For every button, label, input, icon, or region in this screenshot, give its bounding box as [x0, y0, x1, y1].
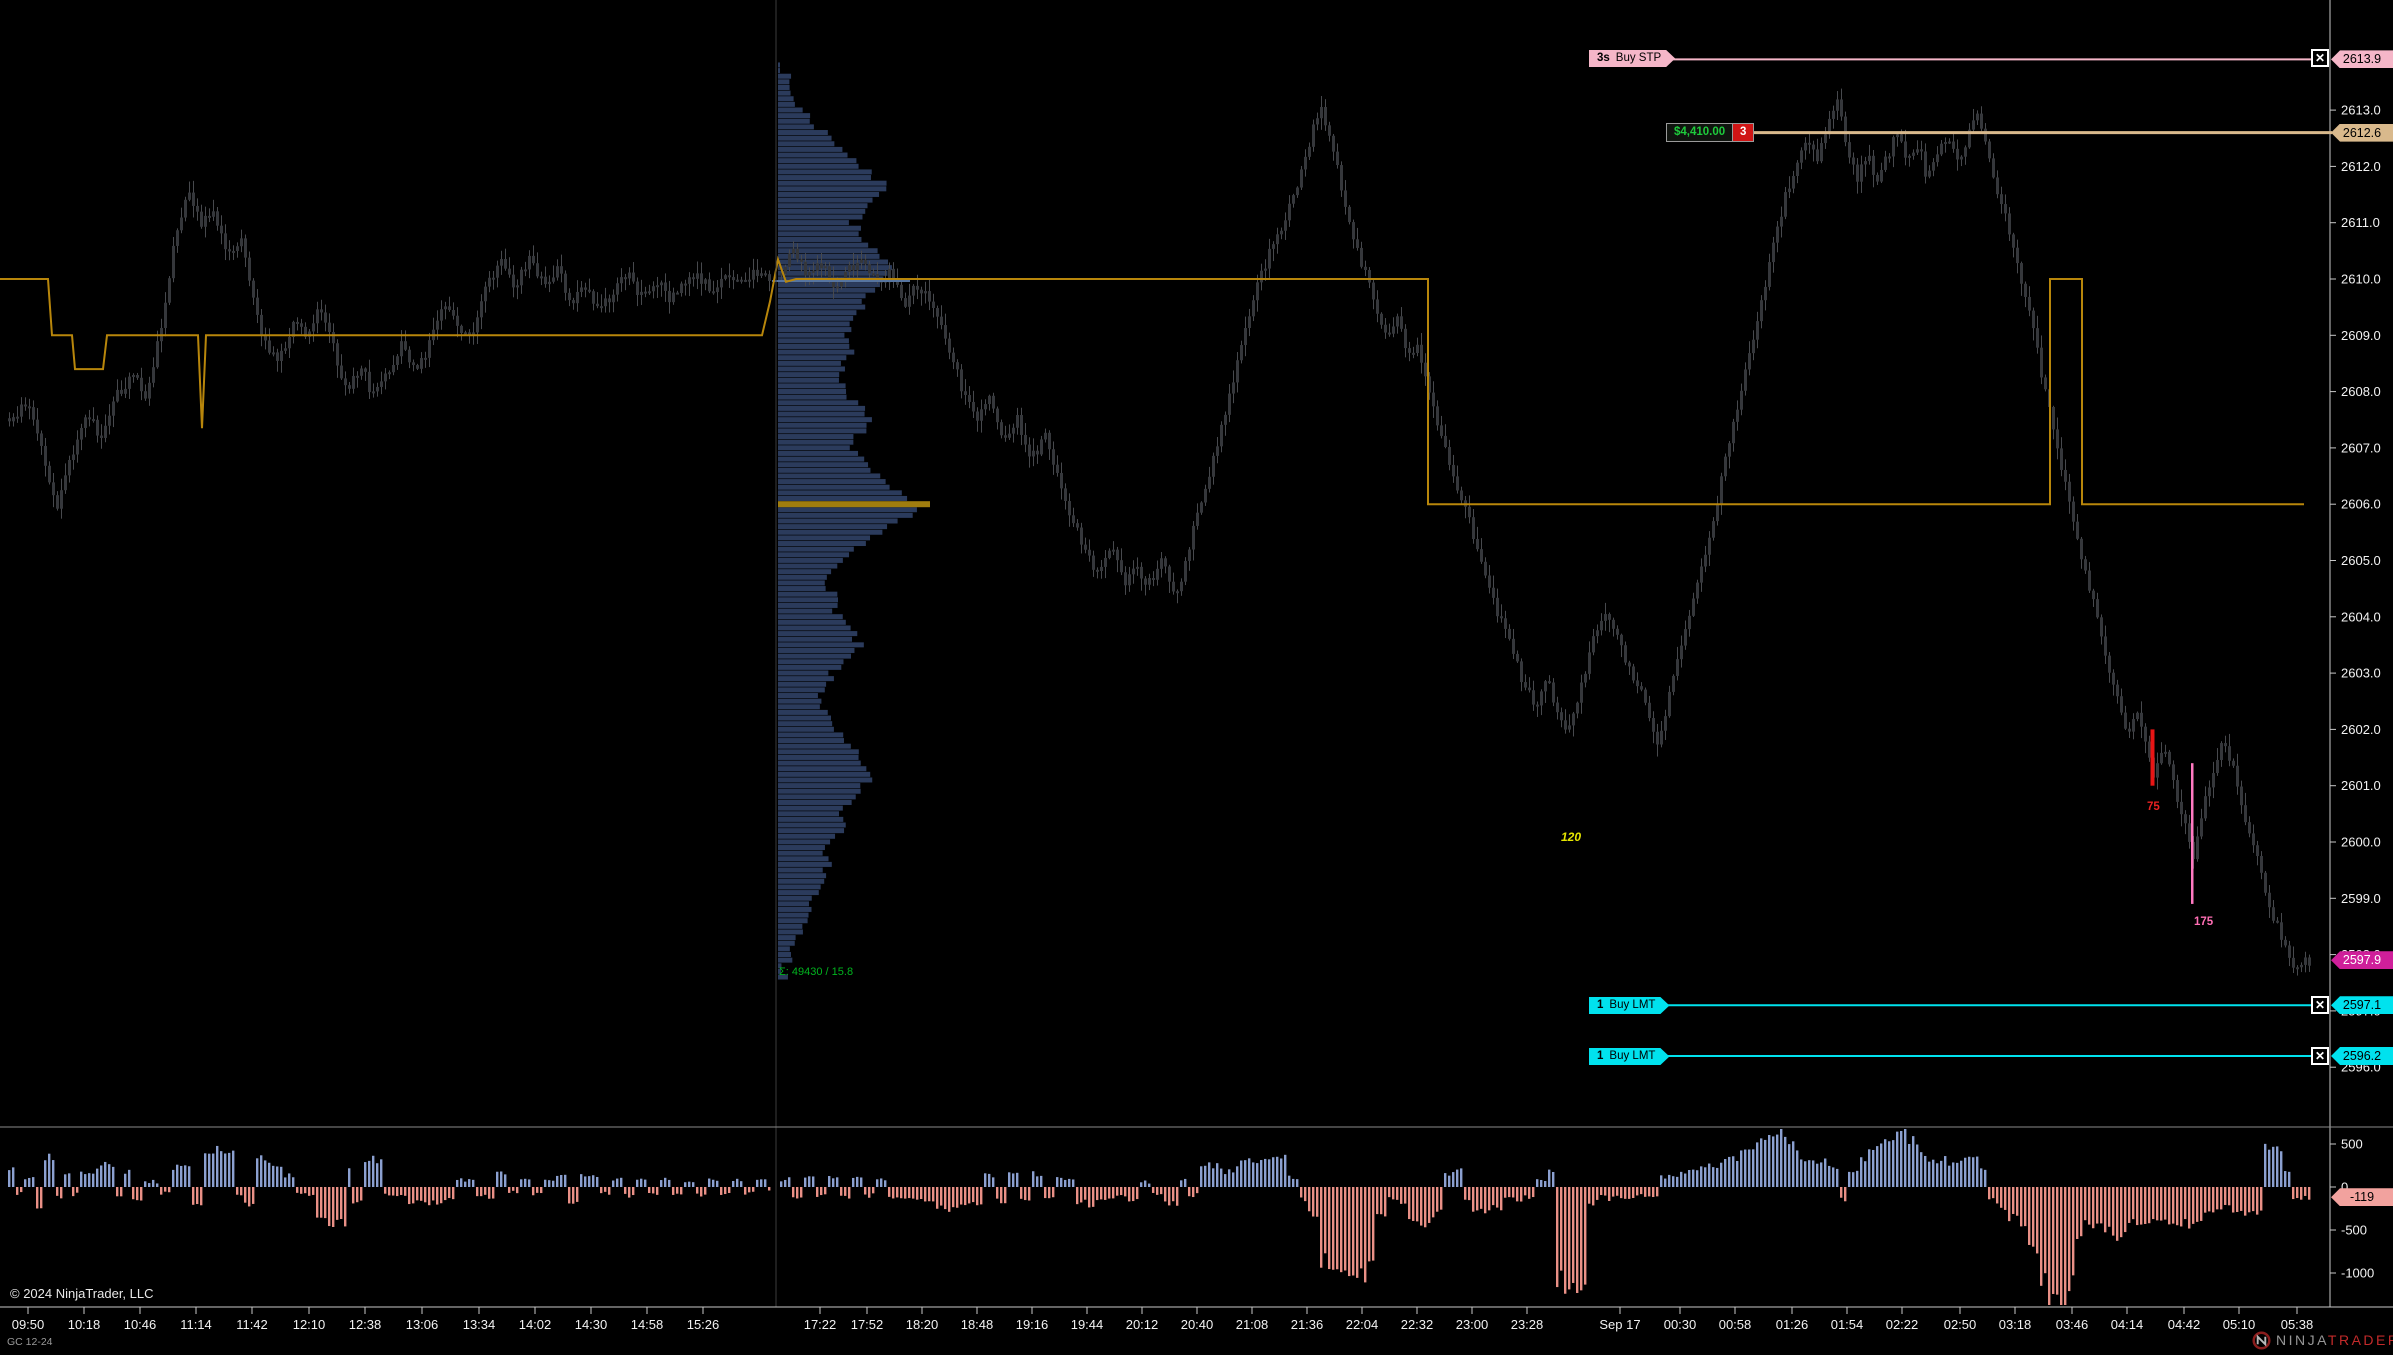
buy-stp-label: Buy STP: [1615, 52, 1662, 64]
svg-text:15:26: 15:26: [687, 1317, 720, 1332]
svg-text:-1000: -1000: [2341, 1266, 2374, 1281]
red-volume-note: 75: [2147, 801, 2160, 813]
svg-text:12:10: 12:10: [293, 1317, 326, 1332]
svg-text:2611.0: 2611.0: [2341, 215, 2380, 230]
svg-text:2600.0: 2600.0: [2341, 835, 2381, 850]
svg-text:2608.0: 2608.0: [2341, 384, 2381, 399]
volume-profile: [778, 62, 930, 980]
svg-text:02:50: 02:50: [1944, 1317, 1977, 1332]
svg-text:10:46: 10:46: [124, 1317, 157, 1332]
svg-text:05:10: 05:10: [2223, 1317, 2256, 1332]
svg-text:20:12: 20:12: [1126, 1317, 1159, 1332]
svg-text:11:14: 11:14: [180, 1317, 212, 1332]
svg-text:2599.0: 2599.0: [2341, 891, 2381, 906]
buy-lmt-2-price-badge: 2596.2: [2331, 1046, 2393, 1065]
buy-stp-price-badge: 2613.9: [2331, 50, 2393, 69]
buy-stp-close-icon[interactable]: ✕: [2311, 49, 2329, 67]
indicator-lines: [0, 0, 2304, 1307]
svg-text:02:22: 02:22: [1886, 1317, 1919, 1332]
logo-text-ninja: NINJA: [2276, 1331, 2328, 1348]
delta-value-badge: -119: [2331, 1188, 2393, 1207]
svg-text:20:40: 20:40: [1181, 1317, 1214, 1332]
buy-stp-order-tag[interactable]: 3s Buy STP: [1589, 50, 1675, 67]
svg-text:03:46: 03:46: [2056, 1317, 2089, 1332]
ninjatrader-logo-icon: [2252, 1331, 2271, 1350]
svg-text:12:38: 12:38: [349, 1317, 382, 1332]
position-price-badge: 2612.6: [2331, 123, 2393, 142]
buy-lmt-2-qty: 1: [1597, 1050, 1604, 1062]
svg-text:04:14: 04:14: [2111, 1317, 2144, 1332]
buy-lmt-2-label: Buy LMT: [1609, 1050, 1656, 1062]
svg-text:03:18: 03:18: [1999, 1317, 2032, 1332]
svg-text:2603.0: 2603.0: [2341, 666, 2381, 681]
copyright-text: © 2024 NinjaTrader, LLC: [10, 1286, 154, 1301]
svg-text:13:06: 13:06: [406, 1317, 439, 1332]
svg-text:23:28: 23:28: [1511, 1317, 1544, 1332]
svg-text:17:52: 17:52: [851, 1317, 884, 1332]
svg-text:00:30: 00:30: [1664, 1317, 1697, 1332]
svg-text:2604.0: 2604.0: [2341, 609, 2381, 624]
candles: [8, 88, 2311, 976]
last-price-badge: 2597.9: [2331, 951, 2393, 970]
position-pnl-tag[interactable]: $4,410.00 3: [1666, 123, 1755, 142]
svg-text:04:42: 04:42: [2168, 1317, 2201, 1332]
svg-text:22:04: 22:04: [1346, 1317, 1379, 1332]
instrument-label: GC 12-24: [7, 1336, 53, 1348]
buy-lmt-1-order-tag[interactable]: 1 Buy LMT: [1589, 997, 1669, 1014]
svg-text:05:38: 05:38: [2281, 1317, 2314, 1332]
buy-lmt-2-order-tag[interactable]: 1 Buy LMT: [1589, 1048, 1669, 1065]
buy-lmt-1-qty: 1: [1597, 999, 1604, 1011]
svg-text:19:16: 19:16: [1016, 1317, 1049, 1332]
svg-text:10:18: 10:18: [68, 1317, 101, 1332]
svg-text:-500: -500: [2341, 1223, 2367, 1238]
svg-text:2610.0: 2610.0: [2341, 272, 2381, 287]
svg-text:21:36: 21:36: [1291, 1317, 1324, 1332]
profile-sigma-readout: Σ: 49430 / 15.8: [779, 966, 854, 978]
pink-volume-note: 175: [2194, 916, 2214, 928]
svg-text:0: 0: [2341, 1180, 2348, 1195]
svg-text:2613.0: 2613.0: [2341, 103, 2381, 118]
svg-text:18:20: 18:20: [906, 1317, 939, 1332]
svg-text:2612.0: 2612.0: [2341, 159, 2381, 174]
ninjatrader-logo: NINJATRADER®: [2252, 1331, 2393, 1350]
buy-lmt-1-label: Buy LMT: [1609, 999, 1656, 1011]
svg-text:19:44: 19:44: [1071, 1317, 1104, 1332]
svg-text:2607.0: 2607.0: [2341, 440, 2381, 455]
position-pnl-value: $4,410.00: [1674, 126, 1726, 138]
svg-text:13:34: 13:34: [463, 1317, 496, 1332]
svg-text:2609.0: 2609.0: [2341, 328, 2381, 343]
svg-text:00:58: 00:58: [1719, 1317, 1752, 1332]
svg-text:500: 500: [2341, 1137, 2363, 1152]
svg-text:18:48: 18:48: [961, 1317, 994, 1332]
svg-text:11:42: 11:42: [236, 1317, 268, 1332]
svg-text:01:54: 01:54: [1831, 1317, 1864, 1332]
buy-lmt-1-close-icon[interactable]: ✕: [2311, 996, 2329, 1014]
trade-markers: [1660, 58, 2332, 1057]
svg-text:21:08: 21:08: [1236, 1317, 1269, 1332]
svg-text:14:30: 14:30: [575, 1317, 608, 1332]
svg-text:Sep 17: Sep 17: [1599, 1317, 1640, 1332]
svg-text:17:22: 17:22: [804, 1317, 837, 1332]
delta-histogram: [8, 1129, 2311, 1305]
svg-text:23:00: 23:00: [1456, 1317, 1489, 1332]
svg-text:22:32: 22:32: [1401, 1317, 1434, 1332]
buy-lmt-1-price-badge: 2597.1: [2331, 996, 2393, 1015]
buy-lmt-2-close-icon[interactable]: ✕: [2311, 1047, 2329, 1065]
svg-text:2602.0: 2602.0: [2341, 722, 2381, 737]
buy-stp-qty: 3s: [1597, 52, 1610, 64]
svg-text:2605.0: 2605.0: [2341, 553, 2381, 568]
yellow-count-note: 120: [1561, 830, 1582, 844]
svg-text:14:02: 14:02: [519, 1317, 552, 1332]
svg-text:09:50: 09:50: [12, 1317, 45, 1332]
position-qty-badge: 3: [1732, 124, 1754, 141]
svg-text:2601.0: 2601.0: [2341, 778, 2381, 793]
svg-text:2606.0: 2606.0: [2341, 497, 2381, 512]
svg-text:14:58: 14:58: [631, 1317, 664, 1332]
svg-text:01:26: 01:26: [1776, 1317, 1809, 1332]
logo-text-trader: TRADER: [2327, 1331, 2393, 1348]
